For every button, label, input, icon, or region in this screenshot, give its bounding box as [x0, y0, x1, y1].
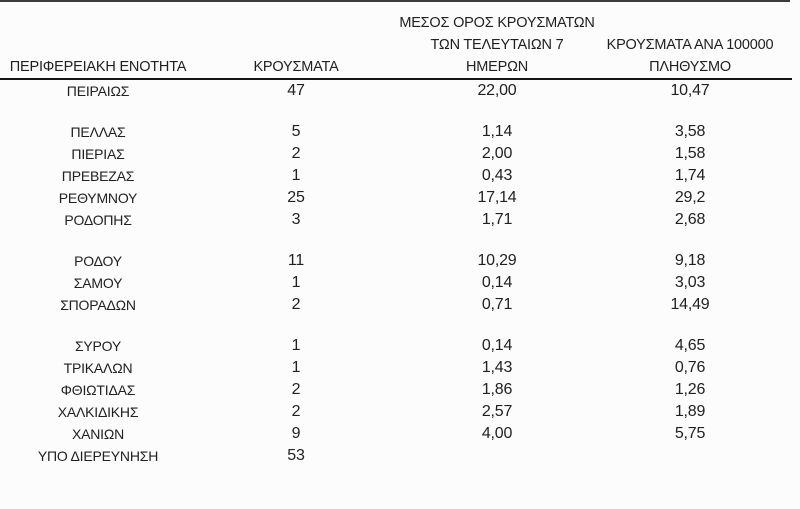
avg7-cell: 22,00 — [477, 82, 517, 99]
column-header-cases: ΚΡΟΥΣΜΑΤΑ — [253, 59, 339, 75]
table-row: ΠΙΕΡΙΑΣ 2 2,00 1,58 — [0, 143, 792, 165]
cases-cell: 1 — [291, 274, 301, 291]
cases-cell: 2 — [291, 296, 301, 313]
avg7-cell: 0,43 — [481, 167, 513, 184]
region-cell: ΣΑΜΟΥ — [73, 275, 123, 291]
per100k-cell: 3,03 — [674, 274, 706, 291]
cases-cell: 2 — [291, 381, 301, 398]
per100k-cell: 1,89 — [674, 403, 706, 420]
avg7-cell: 1,71 — [481, 211, 513, 228]
table-row: ΧΑΛΚΙΔΙΚΗΣ 2 2,57 1,89 — [0, 401, 792, 423]
per100k-cell: 3,58 — [674, 123, 706, 140]
avg7-cell: 10,29 — [477, 252, 517, 269]
region-cell: ΦΘΙΩΤΙΔΑΣ — [60, 382, 136, 398]
table-row: ΣΑΜΟΥ 1 0,14 3,03 — [0, 272, 792, 294]
column-header-avg7-line2: ΤΩΝ ΤΕΛΕΥΤΑΙΩΝ 7 — [430, 37, 564, 53]
row-group: ΠΕΙΡΑΙΩΣ 47 22,00 10,47 — [0, 80, 792, 102]
region-cell: ΠΙΕΡΙΑΣ — [71, 146, 125, 162]
row-group: ΡΟΔΟΥ 11 10,29 9,18 ΣΑΜΟΥ 1 0,14 3,03 ΣΠΟΡΑΔΩΝ 2 0… — [0, 250, 792, 316]
cases-cell: 25 — [287, 189, 305, 206]
per100k-cell: 9,18 — [674, 252, 706, 269]
column-header-per100k-line1: ΚΡΟΥΣΜΑΤΑ ΑΝΑ 100000 — [606, 37, 774, 53]
table-row: ΧΑΝΙΩΝ 9 4,00 5,75 — [0, 423, 792, 445]
per100k-cell: 1,26 — [674, 381, 706, 398]
cases-cell: 5 — [291, 123, 301, 140]
avg7-cell: 2,57 — [481, 403, 513, 420]
region-cell: ΥΠΟ ΔΙΕΡΕΥΝΗΣΗ — [37, 448, 159, 464]
table-header-row: ΠΕΡΙΦΕΡΕΙΑΚΗ ΕΝΟΤΗΤΑ ΚΡΟΥΣΜΑΤΑ ΜΕΣΟΣ ΟΡΟ… — [0, 12, 792, 80]
table-row: ΡΟΔΟΥ 11 10,29 9,18 — [0, 250, 792, 272]
per100k-cell: 0,76 — [674, 359, 706, 376]
avg7-cell: 0,14 — [481, 274, 513, 291]
cases-cell: 1 — [291, 337, 301, 354]
cases-cell: 2 — [291, 403, 301, 420]
cases-cell: 2 — [291, 145, 301, 162]
table-row: ΣΥΡΟΥ 1 0,14 4,65 — [0, 335, 792, 357]
table-row: ΠΡΕΒΕΖΑΣ 1 0,43 1,74 — [0, 165, 792, 187]
cases-cell: 9 — [291, 425, 301, 442]
table-row: ΣΠΟΡΑΔΩΝ 2 0,71 14,49 — [0, 294, 792, 316]
table-row: ΤΡΙΚΑΛΩΝ 1 1,43 0,76 — [0, 357, 792, 379]
row-group: ΠΕΛΛΑΣ 5 1,14 3,58 ΠΙΕΡΙΑΣ 2 2,00 1,58 ΠΡΕΒΕΖΑΣ 1… — [0, 121, 792, 231]
per100k-cell: 14,49 — [670, 296, 710, 313]
cases-cell: 11 — [287, 252, 305, 269]
avg7-cell: 1,86 — [481, 381, 513, 398]
per100k-cell: 2,68 — [674, 211, 706, 228]
column-header-region: ΠΕΡΙΦΕΡΕΙΑΚΗ ΕΝΟΤΗΤΑ — [9, 59, 187, 75]
region-cell: ΧΑΛΚΙΔΙΚΗΣ — [57, 404, 139, 420]
row-group: ΣΥΡΟΥ 1 0,14 4,65 ΤΡΙΚΑΛΩΝ 1 1,43 0,76 ΦΘΙΩΤΙΔΑΣ… — [0, 335, 792, 467]
per100k-cell: 1,58 — [674, 145, 706, 162]
avg7-cell: 17,14 — [477, 189, 517, 206]
table-row: ΡΟΔΟΠΗΣ 3 1,71 2,68 — [0, 209, 792, 231]
column-header-avg7-line1: ΜΕΣΟΣ ΟΡΟΣ ΚΡΟΥΣΜΑΤΩΝ — [399, 15, 595, 31]
column-header-avg7: ΜΕΣΟΣ ΟΡΟΣ ΚΡΟΥΣΜΑΤΩΝ ΤΩΝ ΤΕΛΕΥΤΑΙΩΝ 7 Η… — [396, 12, 598, 78]
region-cell: ΡΕΘΥΜΝΟΥ — [58, 190, 138, 206]
table-body: ΠΕΙΡΑΙΩΣ 47 22,00 10,47 ΠΕΛΛΑΣ 5 1,14 3,58 ΠΙΕΡΙ… — [0, 80, 792, 467]
column-header-avg7-line3: ΗΜΕΡΩΝ — [465, 59, 528, 75]
region-cell: ΧΑΝΙΩΝ — [71, 426, 125, 442]
cases-cell: 3 — [291, 211, 301, 228]
region-cell: ΤΡΙΚΑΛΩΝ — [63, 360, 133, 376]
per100k-cell: 29,2 — [674, 189, 706, 206]
table-row: ΥΠΟ ΔΙΕΡΕΥΝΗΣΗ 53 — [0, 445, 792, 467]
cases-cell: 47 — [287, 82, 305, 99]
region-cell: ΠΡΕΒΕΖΑΣ — [61, 168, 135, 184]
region-cell: ΡΟΔΟΥ — [74, 253, 122, 269]
cases-cell: 53 — [287, 447, 305, 464]
region-cell: ΡΟΔΟΠΗΣ — [64, 212, 132, 228]
per100k-cell — [598, 445, 782, 467]
avg7-cell: 4,00 — [481, 425, 513, 442]
region-cell: ΣΥΡΟΥ — [74, 338, 122, 354]
per100k-cell: 1,74 — [674, 167, 706, 184]
table-row: ΠΕΙΡΑΙΩΣ 47 22,00 10,47 — [0, 80, 792, 102]
per100k-cell: 5,75 — [674, 425, 706, 442]
avg7-cell: 0,14 — [481, 337, 513, 354]
avg7-cell: 1,43 — [481, 359, 513, 376]
region-cell: ΠΕΙΡΑΙΩΣ — [66, 83, 130, 99]
region-cell: ΣΠΟΡΑΔΩΝ — [60, 297, 136, 313]
region-cell: ΠΕΛΛΑΣ — [70, 124, 126, 140]
column-header-per100k: ΚΡΟΥΣΜΑΤΑ ΑΝΑ 100000 ΠΛΗΘΥΣΜΟ — [598, 34, 782, 78]
table-row: ΠΕΛΛΑΣ 5 1,14 3,58 — [0, 121, 792, 143]
table-row: ΡΕΘΥΜΝΟΥ 25 17,14 29,2 — [0, 187, 792, 209]
cases-cell: 1 — [291, 359, 301, 376]
avg7-cell: 0,71 — [481, 296, 513, 313]
column-header-per100k-line2: ΠΛΗΘΥΣΜΟ — [649, 59, 731, 75]
cases-cell: 1 — [291, 167, 301, 184]
cases-by-region-table: ΠΕΡΙΦΕΡΕΙΑΚΗ ΕΝΟΤΗΤΑ ΚΡΟΥΣΜΑΤΑ ΜΕΣΟΣ ΟΡΟ… — [0, 12, 792, 467]
table-row: ΦΘΙΩΤΙΔΑΣ 2 1,86 1,26 — [0, 379, 792, 401]
avg7-cell: 1,14 — [481, 123, 513, 140]
avg7-cell — [396, 445, 598, 467]
per100k-cell: 10,47 — [670, 82, 710, 99]
avg7-cell: 2,00 — [481, 145, 513, 162]
top-rule — [0, 0, 790, 2]
per100k-cell: 4,65 — [674, 337, 706, 354]
